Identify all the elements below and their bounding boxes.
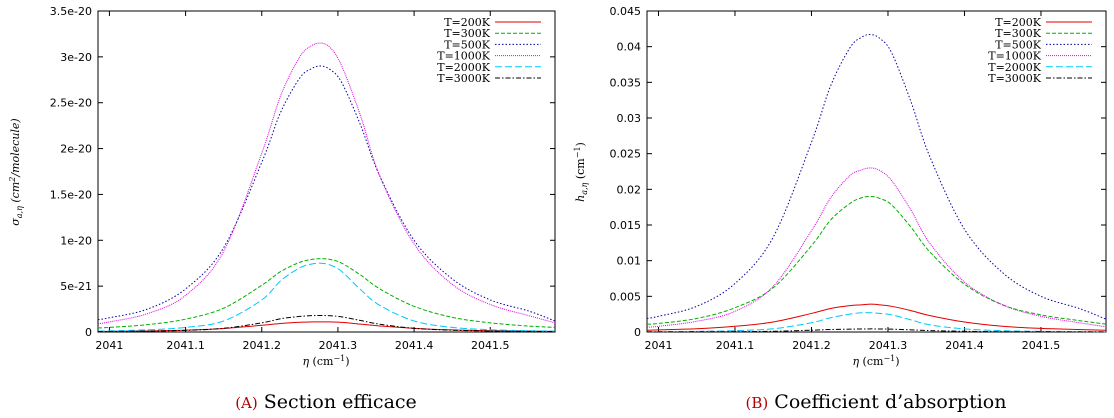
chart-b-ytick-label: 0.015 [610,219,642,232]
chart-b-ytick-label: 0.02 [617,183,642,196]
chart-a-xtick-label: 2041.2 [243,339,282,352]
chart-b-xticks: 2041 2041.1 2041.2 2041.3 2041.4 2041.5 [644,11,1060,352]
chart-b-frame [646,10,1107,333]
chart-a-legend-label: T=300K [444,27,491,40]
chart-b-legend-label: T=500K [995,38,1042,51]
chart-b-legend-label: T=3000K [988,72,1042,85]
chart-a-ytick-label: 0 [85,326,92,339]
chart-a-ytick-label: 2.5e-20 [50,97,92,110]
chart-a-xlabel: η (cm−1) [302,354,349,368]
chart-a-series-t-300k [97,258,556,329]
chart-b-series-t-200k [646,303,1107,331]
chart-b-ytick-label: 0.045 [610,5,642,18]
chart-b-series-t-1000k [646,167,1107,328]
chart-b-series-t-3000k [646,328,1107,333]
chart-a-series-t-2000k [97,262,556,332]
chart-b-yticks: 0 0.005 0.01 0.015 0.02 0.025 0.03 0.035 0.04 0.0… [610,5,1106,339]
chart-a-xtick-label: 2041 [95,339,123,352]
chart-b-xtick-label: 2041 [644,339,672,352]
chart-a-legend-label: T=1000K [437,50,491,63]
chart-b-xlabel: η (cm−1) [852,354,899,368]
chart-a-ytick-label: 3e-20 [60,51,92,64]
chart-a-ytick-label: 1e-20 [60,234,92,247]
chart-a-xtick-label: 2041.5 [471,339,510,352]
chart-a-legend-label: T=200K [444,16,491,29]
chart-b-ytick-label: 0.005 [610,290,642,303]
chart-b-series-t-500k [646,34,1107,320]
chart-b-xtick-label: 2041.1 [716,339,755,352]
chart-a-series-t-1000k [97,42,556,325]
chart-a-series-t-3000k [97,314,556,333]
chart-b-xtick-label: 2041.4 [945,339,984,352]
chart-a-legend-label: T=2000K [437,61,491,74]
chart-a-series-t-500k [97,65,556,322]
chart-a-legend-label: T=3000K [437,72,491,85]
chart-a-caption: (A) Section efficace [235,391,417,413]
chart-a-xticks: 2041 2041.1 2041.2 2041.3 2041.4 2041.5 [95,11,510,352]
chart-b: 0 0.005 0.01 0.015 0.02 0.025 0.03 0.035 0.04 0.0… [573,5,1107,413]
chart-b-xtick-label: 2041.2 [792,339,831,352]
chart-b-ytick-label: 0 [634,326,641,339]
chart-b-series [646,34,1107,333]
chart-b-ytick-label: 0.025 [610,148,642,161]
chart-a-ylabel: σa,η (cm2/molecule) [8,118,24,225]
chart-a-xtick-label: 2041.3 [319,339,358,352]
chart-b-ytick-label: 0.035 [610,76,642,89]
chart-a-ytick-label: 1.5e-20 [50,188,92,201]
chart-a-xtick-label: 2041.4 [395,339,434,352]
chart-b-ytick-label: 0.04 [617,41,642,54]
chart-b-xtick-label: 2041.5 [1022,339,1061,352]
chart-b-ytick-label: 0.01 [617,255,642,268]
chart-a-yticks: 0 5e-21 1e-20 1.5e-20 2e-20 2.5e-20 3e-20 3.5e-… [50,5,555,339]
chart-a-xtick-label: 2041.1 [166,339,205,352]
chart-a-legend-label: T=500K [444,38,491,51]
chart-b-legend-label: T=300K [995,27,1042,40]
chart-a-ytick-label: 2e-20 [60,143,92,156]
chart-a-frame [97,10,556,333]
chart-a-ytick-label: 5e-21 [60,280,92,293]
chart-a-ytick-label: 3.5e-20 [50,5,92,18]
chart-b-xtick-label: 2041.3 [869,339,908,352]
chart-b-caption: (B) Coefficient d’absorption [746,391,1007,413]
chart-b-ytick-label: 0.03 [617,112,642,125]
chart-b-legend-label: T=200K [995,16,1042,29]
chart-b-legend-label: T=2000K [988,61,1042,74]
chart-b-series-t-2000k [646,312,1107,333]
chart-a: 0 5e-21 1e-20 1.5e-20 2e-20 2.5e-20 3e-20 3.5e-… [8,5,556,413]
chart-a-series [97,42,556,333]
chart-b-ylabel: ha,η (cm−1) [573,142,589,202]
chart-b-legend-label: T=1000K [988,50,1042,63]
